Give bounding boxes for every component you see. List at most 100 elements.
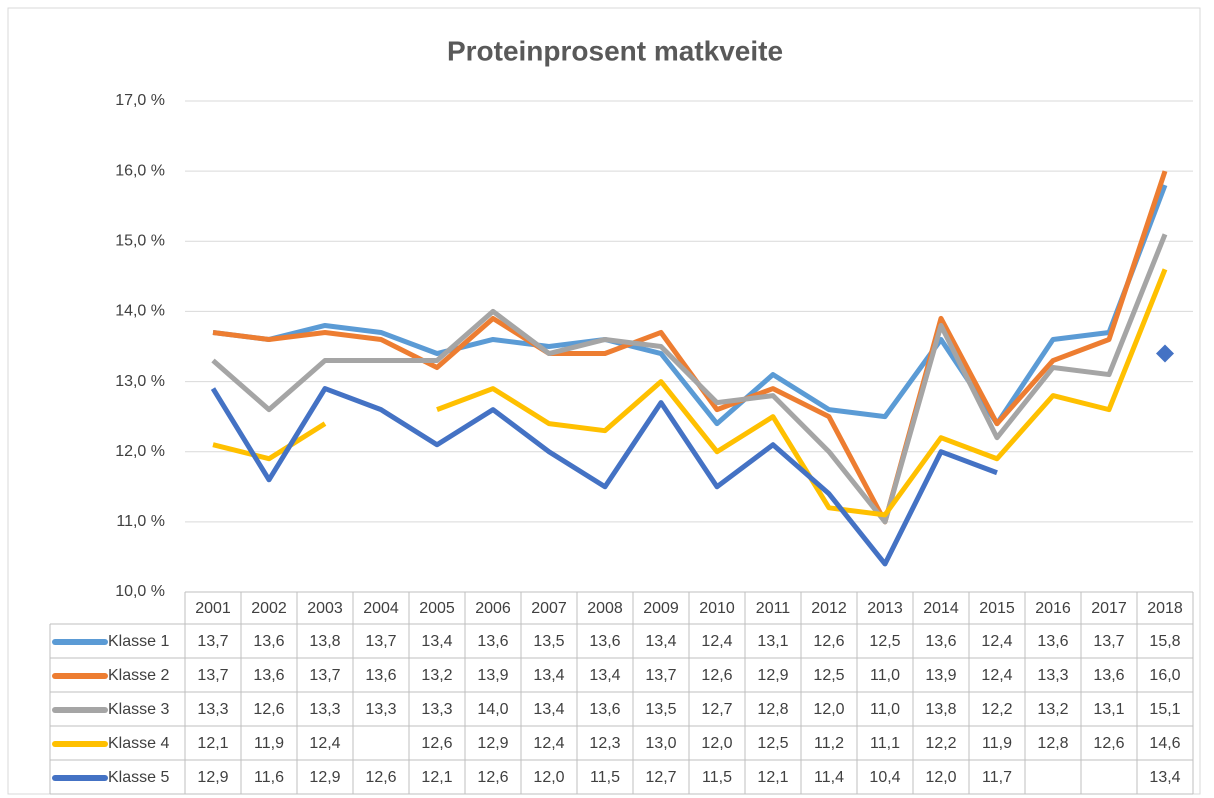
table-value: 11,0 <box>870 701 900 718</box>
legend-label: Klasse 5 <box>108 769 169 786</box>
table-value: 13,6 <box>1037 633 1068 650</box>
table-value: 13,1 <box>757 633 788 650</box>
table-value: 12,9 <box>197 769 228 786</box>
table-value: 13,7 <box>1093 633 1124 650</box>
x-tick-label: 2018 <box>1147 600 1183 617</box>
table-value: 13,6 <box>253 667 284 684</box>
x-tick-label: 2017 <box>1091 600 1127 617</box>
table-value: 13,7 <box>365 633 396 650</box>
point-marker <box>1156 344 1174 363</box>
table-value: 13,6 <box>365 667 396 684</box>
table-value: 11,6 <box>254 769 284 786</box>
table-value: 11,4 <box>814 769 844 786</box>
table-value: 13,4 <box>421 633 452 650</box>
table-value: 11,5 <box>702 769 732 786</box>
table-value: 14,6 <box>1149 735 1180 752</box>
table-value: 13,4 <box>1149 769 1180 786</box>
table-value: 13,9 <box>925 667 956 684</box>
table-value: 12,5 <box>869 633 900 650</box>
table-value: 12,4 <box>533 735 564 752</box>
table-value: 13,6 <box>589 633 620 650</box>
table-value: 16,0 <box>1149 667 1180 684</box>
table-value: 13,4 <box>533 667 564 684</box>
table-value: 13,5 <box>533 633 564 650</box>
table-value: 11,9 <box>982 735 1012 752</box>
table-value: 15,8 <box>1149 633 1180 650</box>
table-value: 13,6 <box>925 633 956 650</box>
table-value: 12,5 <box>813 667 844 684</box>
legend-label: Klasse 1 <box>108 633 169 650</box>
table-value: 13,6 <box>589 701 620 718</box>
table-value: 12,6 <box>365 769 396 786</box>
table-value: 13,6 <box>253 633 284 650</box>
table-value: 13,4 <box>589 667 620 684</box>
table-value: 12,6 <box>477 769 508 786</box>
x-tick-label: 2005 <box>419 600 455 617</box>
table-value: 11,0 <box>870 667 900 684</box>
table-value: 13,3 <box>421 701 452 718</box>
table-value: 12,8 <box>757 701 788 718</box>
table-value: 13,2 <box>421 667 452 684</box>
table-value: 10,4 <box>869 769 900 786</box>
table-value: 13,0 <box>645 735 676 752</box>
table-value: 13,7 <box>309 667 340 684</box>
table-value: 11,7 <box>982 769 1012 786</box>
table-value: 12,7 <box>645 769 676 786</box>
table-value: 12,0 <box>701 735 732 752</box>
table-value: 11,1 <box>870 735 900 752</box>
y-tick-label: 13,0 % <box>115 373 165 390</box>
table-value: 12,9 <box>757 667 788 684</box>
x-tick-label: 2011 <box>756 600 791 617</box>
x-tick-label: 2007 <box>531 600 567 617</box>
x-tick-label: 2008 <box>587 600 623 617</box>
table-value: 13,8 <box>309 633 340 650</box>
x-tick-label: 2006 <box>475 600 511 617</box>
table-value: 12,4 <box>701 633 732 650</box>
chart-title: Proteinprosent matkveite <box>447 35 783 66</box>
table-value: 13,3 <box>197 701 228 718</box>
table-value: 12,4 <box>981 633 1012 650</box>
table-value: 11,9 <box>254 735 284 752</box>
table-value: 12,5 <box>757 735 788 752</box>
series-line <box>211 233 1168 525</box>
table-value: 13,7 <box>197 633 228 650</box>
table-value: 12,0 <box>925 769 956 786</box>
x-tick-label: 2002 <box>251 600 287 617</box>
y-tick-label: 15,0 % <box>115 233 165 250</box>
table-value: 13,4 <box>645 633 676 650</box>
table-value: 12,6 <box>701 667 732 684</box>
legend-label: Klasse 4 <box>108 735 169 752</box>
x-tick-label: 2003 <box>307 600 343 617</box>
table-value: 13,9 <box>477 667 508 684</box>
table-value: 13,4 <box>533 701 564 718</box>
x-tick-label: 2013 <box>867 600 903 617</box>
table-value: 13,1 <box>1093 701 1124 718</box>
series-line <box>212 268 1168 518</box>
x-tick-label: 2009 <box>643 600 679 617</box>
table-value: 11,2 <box>814 735 844 752</box>
table-value: 12,4 <box>981 667 1012 684</box>
x-tick-label: 2010 <box>699 600 735 617</box>
table-value: 12,7 <box>701 701 732 718</box>
y-tick-label: 17,0 % <box>115 92 165 109</box>
table-value: 13,3 <box>365 701 396 718</box>
table-value: 13,7 <box>645 667 676 684</box>
table-value: 11,5 <box>590 769 620 786</box>
table-value: 12,1 <box>421 769 452 786</box>
table-value: 13,2 <box>1037 701 1068 718</box>
table-value: 13,8 <box>925 701 956 718</box>
y-tick-label: 12,0 % <box>115 443 165 460</box>
y-tick-label: 10,0 % <box>115 583 165 600</box>
table-value: 13,6 <box>1093 667 1124 684</box>
y-tick-label: 14,0 % <box>115 303 165 320</box>
chart-frame <box>7 7 1201 795</box>
x-tick-label: 2012 <box>811 600 847 617</box>
table-value: 12,6 <box>813 633 844 650</box>
x-tick-label: 2016 <box>1035 600 1071 617</box>
table-value: 12,2 <box>925 735 956 752</box>
table-value: 12,9 <box>477 735 508 752</box>
table-value: 15,1 <box>1149 701 1180 718</box>
table-value: 12,6 <box>421 735 452 752</box>
x-tick-label: 2014 <box>923 600 959 617</box>
table-value: 12,6 <box>1093 735 1124 752</box>
